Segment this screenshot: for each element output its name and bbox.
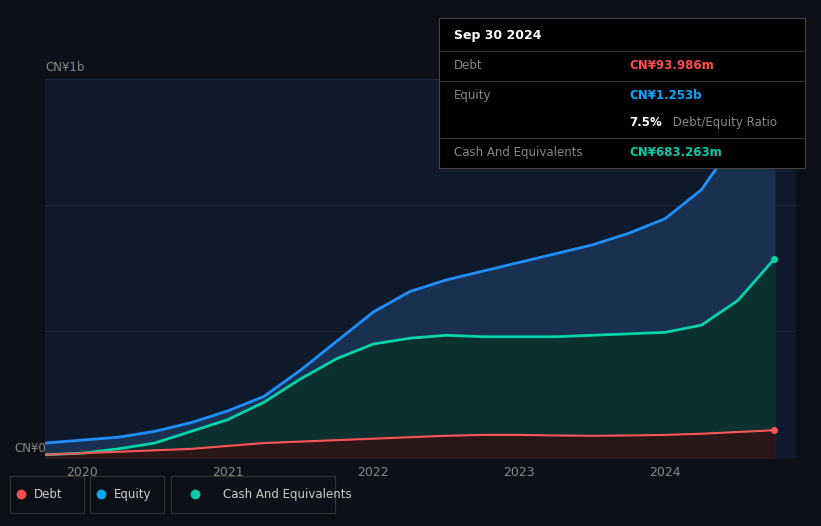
Text: Debt: Debt [34, 488, 62, 501]
Text: Sep 30 2024: Sep 30 2024 [454, 29, 541, 42]
Text: CN¥683.263m: CN¥683.263m [629, 146, 722, 159]
Text: CN¥1.253b: CN¥1.253b [629, 89, 702, 102]
Text: Cash And Equivalents: Cash And Equivalents [223, 488, 352, 501]
Text: Equity: Equity [114, 488, 151, 501]
Text: Equity: Equity [454, 89, 491, 102]
Text: CN¥0: CN¥0 [15, 442, 47, 455]
Text: Cash And Equivalents: Cash And Equivalents [454, 146, 582, 159]
Text: Debt: Debt [454, 59, 483, 72]
Text: CN¥93.986m: CN¥93.986m [629, 59, 714, 72]
Text: CN¥1b: CN¥1b [45, 60, 85, 74]
Text: 7.5%: 7.5% [629, 116, 662, 129]
Text: Debt/Equity Ratio: Debt/Equity Ratio [669, 116, 777, 129]
